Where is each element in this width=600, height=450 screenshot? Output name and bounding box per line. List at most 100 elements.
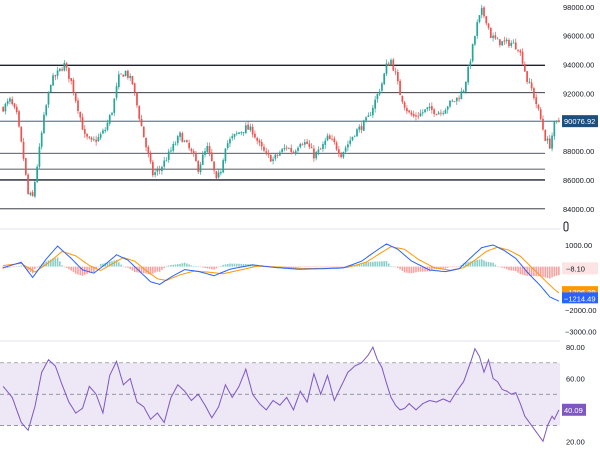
macd-histogram-bar <box>9 266 11 268</box>
rsi-value: 40.09 <box>564 406 583 415</box>
macd-histogram-bar <box>190 265 193 267</box>
candle-body <box>140 118 143 127</box>
price-tick-label: 88000.00 <box>563 147 594 156</box>
candle-body <box>449 100 451 107</box>
macd-histogram-bar <box>471 260 474 267</box>
candle-body <box>279 152 281 156</box>
candle-body <box>151 161 154 176</box>
candle-body <box>333 138 336 143</box>
candle-body <box>117 74 120 88</box>
candle-body <box>499 39 501 45</box>
candle-body <box>165 160 168 162</box>
candle-body <box>256 137 259 141</box>
candle-body <box>548 138 551 149</box>
candle-body <box>406 108 408 112</box>
candle-body <box>63 62 66 71</box>
candle-body <box>9 98 11 102</box>
candle-body <box>471 44 474 62</box>
candle-body <box>52 75 54 86</box>
candle-body <box>267 152 270 155</box>
candle-body <box>383 73 386 85</box>
candle-body <box>526 71 528 82</box>
macd-histogram-bar <box>176 264 179 267</box>
macd-histogram-bar <box>18 265 20 267</box>
candle-body <box>310 147 313 149</box>
candle-body <box>197 160 200 172</box>
candle-body <box>263 146 265 151</box>
candle-body <box>433 109 435 114</box>
macd-histogram-bar <box>204 266 206 268</box>
macd-histogram-bar <box>27 266 29 271</box>
macd-histogram-bar <box>108 261 111 267</box>
current-price-badge[interactable] <box>562 115 598 128</box>
macd-tick-label: 1000.00 <box>565 241 592 250</box>
candle-body <box>70 78 73 81</box>
macd-histogram-bar <box>118 262 120 267</box>
macd-histogram-bar <box>142 266 145 274</box>
macd-histogram-bar <box>170 265 172 267</box>
macd-histogram-bar <box>505 266 508 270</box>
candle-body <box>190 148 193 152</box>
macd-histogram-bar <box>38 265 41 267</box>
macd-histogram-bar <box>220 266 222 267</box>
candle-body <box>222 160 225 173</box>
candle-body <box>440 112 442 114</box>
candle-body <box>385 63 388 74</box>
macd-histogram-bar <box>544 266 547 278</box>
candle-body <box>2 107 4 112</box>
macd-histogram-bar <box>317 266 320 268</box>
macd-histogram-bar <box>54 258 57 267</box>
macd-histogram-bar <box>235 263 238 267</box>
candle-body <box>521 51 524 64</box>
candle-body <box>533 88 535 99</box>
candle-body <box>458 98 460 100</box>
macd-histogram-bar <box>149 266 152 275</box>
macd-histogram-bar <box>63 266 66 268</box>
candle-body <box>283 147 286 150</box>
candle-body <box>174 143 177 145</box>
macd-histogram-bar <box>480 259 483 267</box>
candle-body <box>238 132 240 134</box>
macd-signal-badge[interactable] <box>562 286 598 298</box>
macd-histogram-bar <box>333 266 336 268</box>
macd-histogram-bar <box>211 266 213 270</box>
macd-histogram-bar <box>558 266 560 276</box>
macd-histogram-bar <box>113 260 116 267</box>
candle-body <box>31 192 34 197</box>
macd-histogram-bar <box>478 259 481 267</box>
candle-body <box>469 61 472 67</box>
candle-body <box>381 83 383 91</box>
macd-histogram-bar <box>36 266 38 268</box>
macd-histogram-bar <box>304 266 306 268</box>
candle-body <box>20 126 23 142</box>
rsi-line <box>2 345 560 443</box>
candle-body <box>45 105 48 116</box>
macd-histogram-bar <box>254 265 256 267</box>
candle-body <box>546 138 549 141</box>
macd-histogram-bar <box>131 266 134 271</box>
macd-histogram-badge[interactable] <box>562 262 598 275</box>
macd-histogram-bar <box>490 262 492 267</box>
candle-body <box>403 102 406 108</box>
macd-histogram-bar <box>424 266 426 272</box>
macd-signal-line <box>3 246 560 294</box>
macd-histogram-bar <box>124 266 127 268</box>
price-scale-handle-icon[interactable] <box>563 221 569 232</box>
candle-body <box>372 107 374 116</box>
candle-body <box>260 142 263 147</box>
rsi-value-badge[interactable] <box>562 403 586 416</box>
candle-body <box>437 112 440 115</box>
macd-value-badge[interactable] <box>562 292 598 304</box>
macd-histogram-bar <box>245 264 247 267</box>
macd-histogram-bar <box>376 261 379 267</box>
macd-histogram-bar <box>514 266 517 272</box>
candle-body <box>133 83 136 93</box>
candle-body <box>530 82 533 89</box>
candle-body <box>415 115 417 117</box>
candle-body <box>303 142 306 145</box>
candle-body <box>74 93 77 101</box>
candle-body <box>36 166 39 183</box>
candle-body <box>131 76 134 85</box>
